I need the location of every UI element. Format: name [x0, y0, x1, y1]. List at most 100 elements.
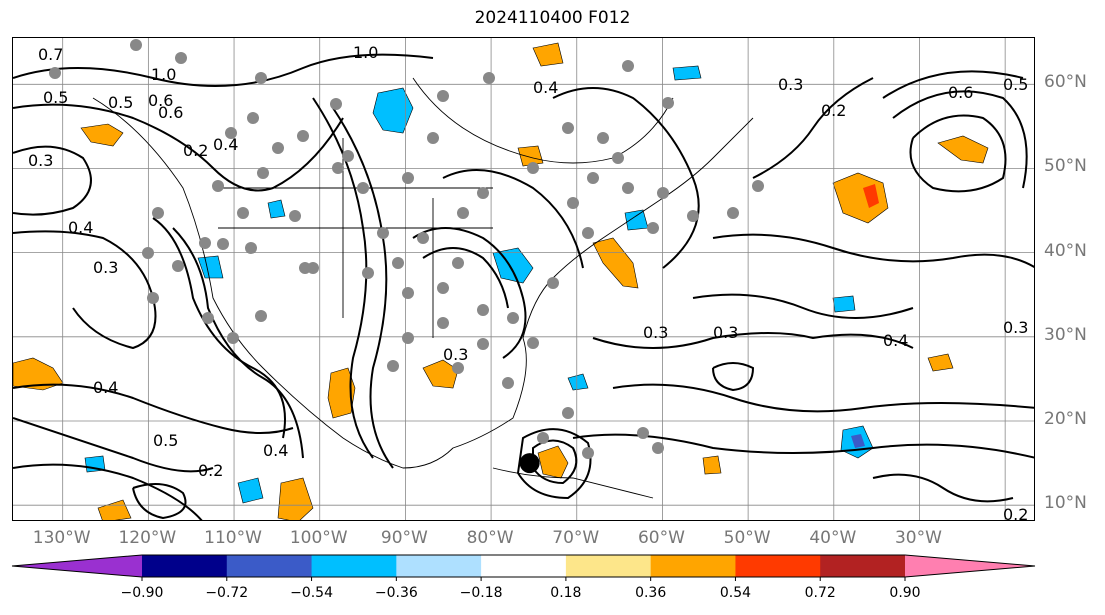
observation-dot — [237, 207, 249, 219]
lat-label: 10°N — [1044, 493, 1087, 514]
observation-dot — [402, 172, 414, 184]
lat-label: 20°N — [1044, 408, 1087, 429]
lon-label: 130°W — [32, 528, 91, 548]
observation-dot — [567, 197, 579, 209]
colorbar-bin — [820, 555, 906, 577]
observation-dot — [527, 162, 539, 174]
orange-patch — [937, 135, 989, 164]
observation-dot — [212, 180, 224, 192]
orange-patch — [80, 123, 124, 147]
observation-dot — [199, 237, 211, 249]
contour-label: 0.3 — [643, 323, 668, 342]
observation-dot — [142, 247, 154, 259]
observation-dot — [330, 98, 342, 110]
observation-dot — [587, 172, 599, 184]
observation-dot — [562, 122, 574, 134]
observation-dot — [307, 262, 319, 274]
contour-label: 0.5 — [153, 431, 178, 450]
contour-label: 0.4 — [93, 378, 118, 397]
observation-dot — [255, 72, 267, 84]
blue-patch — [832, 295, 856, 313]
orange-patch — [517, 145, 544, 167]
observation-dot — [417, 232, 429, 244]
observation-dot — [152, 207, 164, 219]
contour-label: 1.0 — [151, 65, 176, 84]
contour-label: 0.7 — [38, 45, 63, 64]
observation-dot — [452, 257, 464, 269]
observation-dot — [257, 167, 269, 179]
colorbar-tick-label: 0.90 — [889, 585, 921, 601]
observation-dot — [657, 187, 669, 199]
lon-label: 70°W — [552, 528, 600, 548]
observation-dot — [727, 207, 739, 219]
observation-dot — [537, 432, 549, 444]
colorbar — [11, 554, 1036, 581]
observation-dot — [49, 67, 61, 79]
observation-dot — [622, 182, 634, 194]
colorbar-bin — [735, 555, 821, 577]
colorbar-tick-label: −0.72 — [205, 585, 249, 601]
colorbar-bin — [565, 555, 652, 577]
storm-center-marker — [519, 453, 540, 474]
observation-dot — [362, 267, 374, 279]
lon-label: 30°W — [894, 528, 942, 548]
graticule — [13, 38, 1034, 520]
contour-label: 0.2 — [821, 101, 846, 120]
contour-label: 0.4 — [263, 441, 288, 460]
colorbar-extend-min — [12, 555, 142, 577]
observation-dot — [652, 442, 664, 454]
observation-dot — [477, 187, 489, 199]
observation-dot — [457, 207, 469, 219]
contour-label: 0.6 — [948, 83, 973, 102]
observation-dot — [662, 97, 674, 109]
orange-patch — [277, 477, 314, 520]
colorbar-tick-label: 0.72 — [804, 585, 836, 601]
contour-label: 0.4 — [533, 78, 558, 97]
observation-dot — [387, 360, 399, 372]
contour-label: 0.4 — [883, 331, 908, 350]
contour-label: 0.2 — [1003, 505, 1028, 521]
contour-label: 0.3 — [778, 75, 803, 94]
observation-dot — [247, 112, 259, 124]
contour-label: 0.5 — [108, 93, 133, 112]
orange-patch — [532, 42, 564, 67]
colorbar-tick-label: 0.54 — [719, 585, 752, 601]
contour-label: 0.2 — [198, 461, 223, 480]
shading-fields — [13, 42, 989, 520]
chart-title: 2024110400 F012 — [474, 8, 631, 28]
contour-label: 0.6 — [148, 91, 173, 110]
contour-label: 0.2 — [183, 141, 208, 160]
observation-dot — [622, 60, 634, 72]
observation-dot — [507, 312, 519, 324]
observation-dot — [297, 130, 309, 142]
contour-label: 0.3 — [93, 258, 118, 277]
observation-dot — [502, 377, 514, 389]
observation-dot — [342, 150, 354, 162]
orange-patch — [327, 367, 356, 419]
colorbar-tick-label: 0.18 — [550, 585, 582, 601]
observation-dot — [245, 242, 257, 254]
observation-dot — [289, 210, 301, 222]
colorbar-tick-label: −0.36 — [374, 585, 418, 601]
observation-dot — [272, 142, 284, 154]
contour-label-layer: 0.7 1.01.00.50.60.2 0.40.30.40.30.60.50.30… — [28, 43, 1028, 521]
observation-dot — [227, 332, 239, 344]
contour-label: 0.6 — [158, 103, 183, 122]
observation-dot — [332, 162, 344, 174]
contour-lines — [13, 53, 1034, 520]
colorbar-bin — [650, 555, 736, 577]
observation-dot — [562, 407, 574, 419]
map-canvas: 0.7 1.01.00.50.60.2 0.40.30.40.30.60.50.30… — [13, 38, 1034, 521]
darkblue-patch — [851, 434, 865, 448]
orange-patch — [97, 499, 132, 520]
lon-label: 80°W — [466, 528, 514, 548]
observation-dot — [437, 317, 449, 329]
observation-dot — [392, 257, 404, 269]
observation-dot — [225, 127, 237, 139]
lat-label: 30°N — [1044, 324, 1087, 345]
orange-patch — [537, 445, 569, 479]
lon-label: 110°W — [204, 528, 262, 548]
observation-dot — [752, 180, 764, 192]
lon-label: 100°W — [289, 528, 348, 548]
red-patch — [863, 184, 879, 208]
